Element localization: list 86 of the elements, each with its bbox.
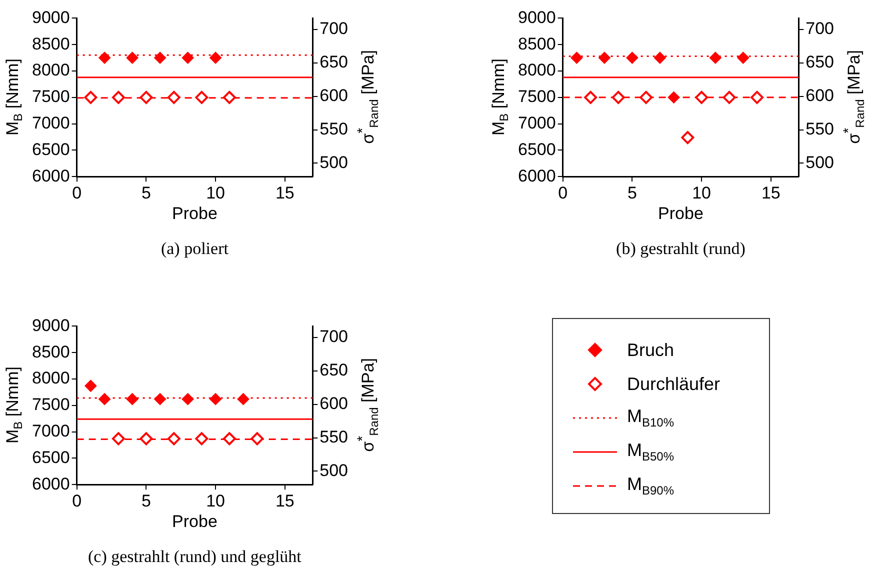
y-tick-label: 6500 <box>518 140 556 159</box>
y-tick-label: 6500 <box>32 140 70 159</box>
y-tick-label: 7000 <box>32 113 70 132</box>
text: (a) poliert <box>160 238 228 259</box>
point <box>250 432 264 446</box>
y2-tick-label: 550 <box>320 428 348 447</box>
y-tick-label: 6500 <box>32 448 70 467</box>
x-axis-title: Probe <box>172 204 218 224</box>
y2-tick-label: 600 <box>320 394 348 414</box>
x-tick-label: 0 <box>72 491 82 510</box>
point <box>626 52 638 64</box>
point <box>98 393 111 406</box>
x-tick-label: 0 <box>72 183 82 202</box>
point <box>182 393 194 406</box>
point <box>612 90 625 104</box>
x-tick-label: 5 <box>141 491 151 510</box>
legend-label: M$_{B10%}$ <box>627 406 674 430</box>
y-tick-label: 6000 <box>32 166 70 186</box>
legend-label: M$_{B50%}$ <box>627 440 674 464</box>
point <box>668 91 680 104</box>
x-tick-label: 5 <box>141 183 151 202</box>
y-tick-label: 9000 <box>518 8 556 27</box>
legend-label: Durchläufer <box>627 374 720 394</box>
y2-tick-label: 650 <box>320 360 348 380</box>
legend-label: M$_{B90%}$ <box>627 474 674 498</box>
y-tick-label: 6000 <box>518 166 556 186</box>
point <box>722 90 736 104</box>
x-axis-title: Probe <box>658 204 704 224</box>
point <box>140 432 153 446</box>
y2-tick-label: 500 <box>320 152 348 172</box>
y-tick-label: 7500 <box>32 87 70 106</box>
point <box>584 90 598 104</box>
point <box>167 432 180 446</box>
y-tick-label: 7000 <box>32 421 70 440</box>
y2-tick-label: 600 <box>320 86 348 106</box>
point <box>709 52 722 64</box>
y-tick-label: 8000 <box>518 60 556 80</box>
point <box>237 393 250 406</box>
y2-tick-label: 500 <box>806 152 834 172</box>
y-tick-label: 7500 <box>518 87 556 106</box>
y-tick-label: 9000 <box>32 316 70 335</box>
y-tick-label: 8500 <box>518 34 556 54</box>
point <box>210 393 222 406</box>
y2-tick-label: 650 <box>320 52 348 72</box>
x-tick-label: 15 <box>275 491 294 510</box>
point <box>222 432 236 446</box>
y-tick-label: 6000 <box>32 474 70 494</box>
x-tick-label: 15 <box>275 183 294 202</box>
y2-tick-label: 600 <box>806 86 834 106</box>
y2-tick-label: 700 <box>806 19 834 38</box>
point <box>84 380 97 392</box>
y2-tick-label: 550 <box>320 120 348 139</box>
point <box>681 131 694 144</box>
text: (c) gestrahlt (rund) und geglüht <box>88 546 302 567</box>
point <box>112 432 125 446</box>
point <box>695 90 708 104</box>
y2-tick-label: 500 <box>320 460 348 480</box>
x-tick-label: 15 <box>761 183 780 202</box>
y2-tick-label: 700 <box>320 19 348 38</box>
y-tick-label: 7500 <box>32 395 70 414</box>
y-tick-label: 8000 <box>32 368 70 388</box>
x-tick-label: 10 <box>692 183 711 202</box>
point <box>750 90 764 104</box>
x-tick-label: 5 <box>627 183 637 202</box>
x-tick-label: 0 <box>558 183 568 202</box>
y-tick-label: 9000 <box>32 8 70 27</box>
point <box>654 52 666 64</box>
y2-tick-label: 700 <box>320 327 348 346</box>
y-tick-label: 8500 <box>32 342 70 362</box>
point <box>126 393 138 406</box>
y2-tick-label: 650 <box>806 52 834 72</box>
point <box>640 90 653 104</box>
point <box>154 393 166 406</box>
point <box>598 52 610 64</box>
y2-tick-label: 550 <box>806 120 834 139</box>
text: (b) gestrahlt (rund) <box>616 238 746 259</box>
legend-label: Bruch <box>627 340 674 360</box>
y-tick-label: 8500 <box>32 34 70 54</box>
point <box>737 52 750 64</box>
point <box>195 432 208 446</box>
y-tick-label: 7000 <box>518 113 556 132</box>
x-tick-label: 10 <box>206 183 225 202</box>
x-tick-label: 10 <box>206 491 225 510</box>
y-tick-label: 8000 <box>32 60 70 80</box>
x-axis-title: Probe <box>172 512 218 532</box>
point <box>570 52 583 64</box>
